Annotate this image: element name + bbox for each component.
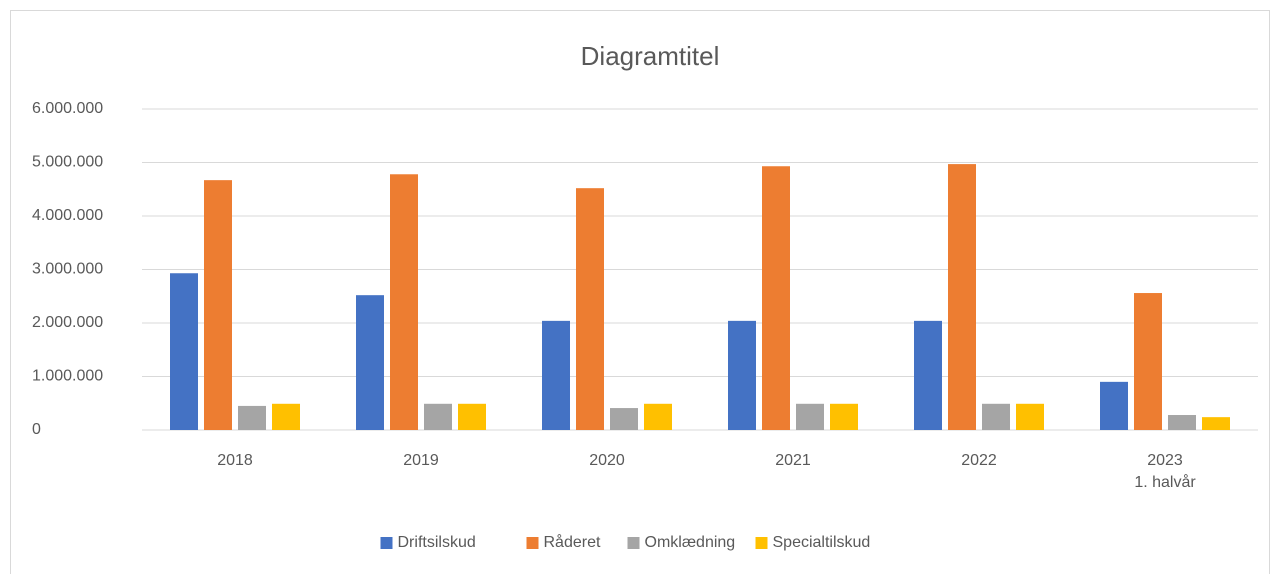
bar bbox=[458, 403, 486, 430]
bar bbox=[796, 403, 824, 430]
bar bbox=[390, 174, 418, 430]
bar bbox=[170, 273, 198, 430]
x-tick-label: 2018 bbox=[217, 452, 253, 469]
legend-swatch bbox=[627, 537, 640, 549]
bar bbox=[982, 403, 1010, 430]
legend-label: Specialtilskud bbox=[773, 534, 871, 551]
x-tick-label: 2020 bbox=[589, 452, 625, 469]
legend-label: Råderet bbox=[544, 533, 601, 551]
bar bbox=[830, 403, 858, 430]
legend-label: Driftsilskud bbox=[398, 534, 476, 551]
y-tick-label: 0 bbox=[32, 421, 41, 438]
bar bbox=[356, 295, 384, 430]
bar bbox=[914, 320, 942, 430]
x-tick-label: 2023 1. halvår bbox=[1134, 452, 1196, 491]
bar bbox=[762, 166, 790, 430]
legend-swatch bbox=[526, 537, 539, 549]
chart-title: Diagramtitel bbox=[581, 41, 720, 71]
bar bbox=[1134, 293, 1162, 430]
legend-label: Omklædning bbox=[645, 534, 736, 551]
bar bbox=[1016, 403, 1044, 430]
bar bbox=[1202, 417, 1230, 430]
y-tick-label: 5.000.000 bbox=[32, 154, 103, 171]
bar bbox=[948, 164, 976, 431]
bar bbox=[728, 320, 756, 430]
x-tick-label: 2021 bbox=[775, 452, 811, 469]
bar bbox=[1100, 381, 1128, 430]
bar bbox=[576, 188, 604, 430]
y-tick-label: 3.000.000 bbox=[32, 261, 103, 278]
legend-swatch bbox=[755, 537, 768, 549]
bar bbox=[1168, 415, 1196, 430]
bar bbox=[644, 403, 672, 430]
bar bbox=[238, 405, 266, 430]
bar bbox=[542, 320, 570, 430]
y-tick-label: 1.000.000 bbox=[32, 368, 103, 385]
bar bbox=[272, 403, 300, 430]
bar bbox=[424, 403, 452, 430]
y-tick-label: 2.000.000 bbox=[32, 314, 103, 331]
y-tick-label: 6.000.000 bbox=[32, 100, 103, 117]
legend-swatch bbox=[380, 537, 393, 549]
chart-frame bbox=[10, 10, 1270, 574]
bar bbox=[610, 408, 638, 430]
x-tick-label: 2022 bbox=[961, 452, 997, 469]
bar bbox=[204, 180, 232, 430]
y-tick-label: 4.000.000 bbox=[32, 207, 103, 224]
x-tick-label: 2019 bbox=[403, 452, 439, 469]
